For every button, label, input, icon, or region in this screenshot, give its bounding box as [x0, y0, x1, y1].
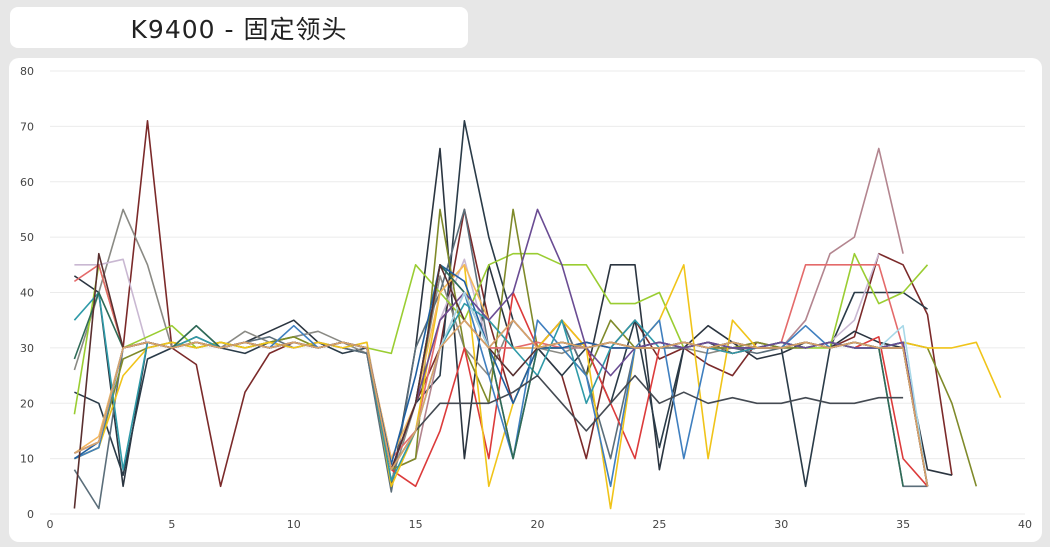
chart-title: K9400 - 固定领头	[130, 14, 348, 44]
series-line-11	[73, 263, 904, 460]
title-box: K9400 - 固定领头	[10, 7, 468, 48]
x-tick-label: 0	[47, 518, 54, 531]
series-line-21	[390, 374, 904, 471]
y-tick-label: 70	[20, 120, 34, 133]
y-tick-label: 80	[20, 65, 34, 78]
y-tick-label: 20	[20, 397, 34, 410]
y-tick-label: 50	[20, 231, 34, 244]
series-line-1	[74, 120, 953, 488]
x-tick-label: 40	[1018, 518, 1032, 531]
x-tick-label: 15	[409, 518, 423, 531]
y-tick-label: 30	[20, 342, 34, 355]
x-tick-label: 35	[896, 518, 910, 531]
series-line-22	[74, 319, 929, 487]
series-line-2	[73, 147, 953, 488]
y-tick-label: 60	[20, 176, 34, 189]
y-tick-label: 10	[20, 453, 34, 466]
series-line-16	[73, 291, 929, 487]
series-line-7	[390, 147, 904, 471]
y-tick-label: 40	[20, 287, 34, 300]
x-tick-label: 10	[287, 518, 301, 531]
chart-panel	[9, 58, 1042, 542]
series-line-10	[74, 291, 929, 488]
x-tick-label: 30	[774, 518, 788, 531]
x-tick-label: 5	[168, 518, 175, 531]
x-tick-label: 20	[531, 518, 545, 531]
series-line-20	[73, 252, 929, 509]
y-tick-label: 0	[27, 508, 34, 521]
x-tick-label: 25	[652, 518, 666, 531]
series-line-19	[74, 291, 929, 487]
